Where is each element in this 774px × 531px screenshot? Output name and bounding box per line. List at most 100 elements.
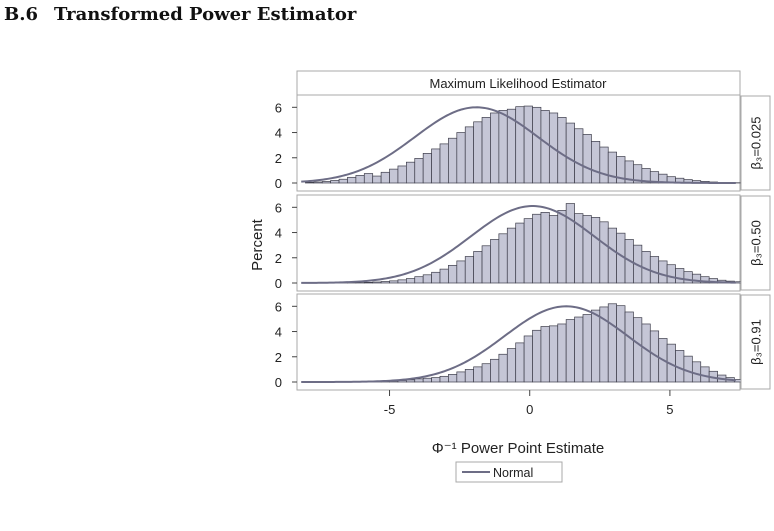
histogram-bar bbox=[456, 260, 466, 284]
histogram-bar bbox=[523, 335, 533, 383]
histogram-bar bbox=[456, 371, 466, 383]
histogram-bar bbox=[582, 215, 592, 284]
histogram-bar bbox=[683, 355, 693, 383]
histogram-bar bbox=[363, 173, 374, 184]
histogram-bar bbox=[431, 271, 441, 284]
histogram-bar bbox=[422, 153, 432, 184]
y-tick-label: 4 bbox=[275, 325, 282, 340]
histogram-bar bbox=[599, 146, 609, 184]
histogram-bar bbox=[532, 106, 542, 184]
histogram-bar bbox=[666, 264, 676, 284]
legend-label-normal: Normal bbox=[493, 466, 533, 480]
histogram-bar bbox=[557, 117, 567, 184]
histogram-bar bbox=[481, 245, 491, 284]
histogram-bar bbox=[523, 218, 533, 284]
y-tick-label: 4 bbox=[275, 126, 282, 141]
histogram-bar bbox=[624, 311, 634, 383]
histogram-bar bbox=[473, 366, 483, 383]
histogram-bar bbox=[431, 377, 441, 383]
histogram-bar bbox=[498, 110, 508, 184]
histogram-bar bbox=[582, 134, 592, 184]
y-tick-label: 6 bbox=[275, 200, 282, 215]
histogram-bar bbox=[355, 175, 365, 184]
y-tick-label: 2 bbox=[275, 251, 282, 266]
x-tick-label: 5 bbox=[666, 402, 673, 417]
histogram-bar bbox=[591, 141, 601, 184]
histogram-bar bbox=[313, 181, 323, 184]
normal-curve bbox=[301, 106, 736, 184]
histogram-bar bbox=[397, 165, 407, 184]
x-axis-label: Φ⁻¹ Power Point Estimate bbox=[432, 440, 604, 457]
histogram-bar bbox=[490, 358, 500, 383]
panel-3: 0 2 4 6 β₃=0.91 bbox=[275, 293, 771, 391]
histogram-bar bbox=[607, 303, 617, 383]
panel-strip bbox=[740, 294, 771, 390]
histogram-bar bbox=[431, 148, 441, 184]
histogram-bar bbox=[557, 210, 567, 284]
histogram-bar bbox=[649, 256, 660, 284]
histogram-bar bbox=[380, 171, 390, 184]
panel-frame bbox=[296, 293, 741, 391]
histogram-bar bbox=[574, 316, 584, 383]
panel-1: 0 2 4 6 β₃=0.025 bbox=[275, 94, 771, 192]
histogram-bar bbox=[607, 227, 617, 284]
histogram-bar bbox=[380, 281, 390, 284]
histogram-bar bbox=[515, 222, 525, 284]
panels-layer: 0 2 4 6 β₃=0.025 0 2 4 6 β₃=0.50 0 2 4 6 β₃=0.91 bbox=[275, 94, 771, 391]
y-tick-label: 6 bbox=[275, 299, 282, 314]
histogram-bar bbox=[532, 213, 542, 284]
histogram-bar bbox=[582, 314, 592, 383]
panel-label: β₃=0.50 bbox=[749, 220, 764, 266]
histogram-bar bbox=[422, 377, 432, 383]
histogram-bar bbox=[372, 281, 382, 284]
histogram-bar bbox=[456, 132, 466, 184]
histogram-bar bbox=[372, 175, 382, 184]
histogram-bar bbox=[506, 227, 517, 284]
histogram-bar bbox=[414, 158, 424, 184]
y-tick-label: 2 bbox=[275, 350, 282, 365]
y-tick-label: 0 bbox=[275, 375, 282, 390]
section-title: Transformed Power Estimator bbox=[54, 4, 357, 25]
chart-title: Maximum Likelihood Estimator bbox=[429, 76, 607, 91]
normal-curve bbox=[301, 305, 736, 383]
histogram-bar bbox=[515, 342, 525, 383]
y-axis-label: Percent bbox=[249, 218, 266, 271]
y-tick-label: 6 bbox=[275, 100, 282, 115]
histogram-bar bbox=[363, 282, 374, 284]
histogram-bar bbox=[591, 217, 601, 284]
histogram-bar bbox=[683, 271, 693, 284]
normal-curve bbox=[301, 205, 736, 284]
histogram-bar bbox=[490, 112, 500, 184]
panel-label: β₃=0.025 bbox=[749, 117, 764, 170]
histogram-bar bbox=[439, 143, 449, 184]
section-heading: B.6 Transformed Power Estimator bbox=[4, 4, 356, 25]
histogram-bar bbox=[565, 203, 575, 284]
histogram-bar bbox=[464, 369, 474, 383]
histogram-bar bbox=[616, 305, 626, 383]
histogram-bar bbox=[481, 117, 491, 184]
x-tick-label: 0 bbox=[526, 402, 533, 417]
section-number: B.6 bbox=[4, 4, 39, 25]
x-axis: -5 0 5 bbox=[384, 390, 674, 417]
histogram-bar bbox=[448, 137, 458, 184]
histogram-bar bbox=[448, 374, 458, 383]
histogram-bar bbox=[658, 260, 668, 284]
histogram-bar bbox=[607, 151, 617, 184]
histogram-bar bbox=[540, 326, 550, 383]
histogram-bar bbox=[548, 215, 559, 284]
histogram-bar bbox=[599, 221, 609, 284]
y-tick-label: 0 bbox=[275, 176, 282, 191]
histogram-bar bbox=[338, 178, 348, 184]
histogram-bar bbox=[414, 276, 424, 284]
histogram-bar bbox=[330, 180, 340, 184]
histogram-bar bbox=[498, 353, 508, 383]
histogram-bar bbox=[406, 278, 416, 284]
histogram-bar bbox=[389, 168, 399, 184]
histogram-bar bbox=[565, 319, 575, 383]
histogram-bar bbox=[548, 325, 559, 383]
histogram-bar bbox=[448, 264, 458, 284]
histogram-bar bbox=[523, 105, 533, 184]
histogram-bar bbox=[490, 239, 500, 284]
histogram-bar bbox=[439, 268, 449, 284]
